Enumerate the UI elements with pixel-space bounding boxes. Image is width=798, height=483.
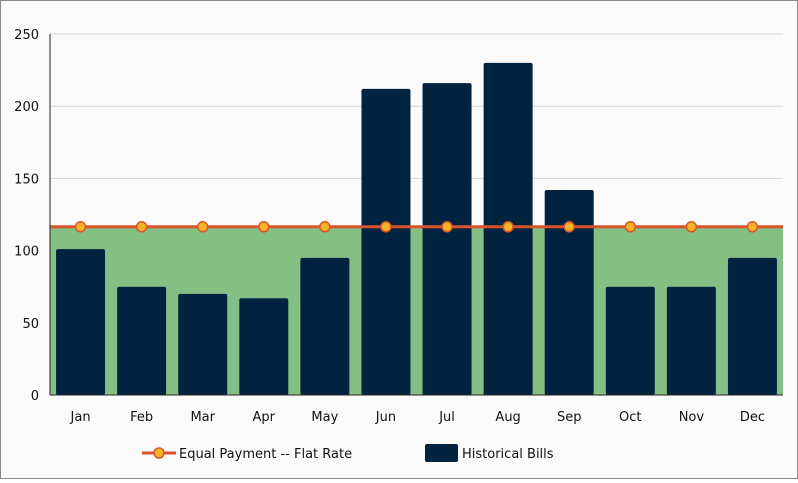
bar-apr[interactable]	[239, 298, 289, 395]
legend: Equal Payment -- Flat Rate Historical Bi…	[142, 444, 554, 462]
flat-rate-point-may[interactable]	[319, 221, 331, 233]
bar-sep[interactable]	[544, 189, 594, 395]
x-tick-label-jan: Jan	[70, 410, 91, 425]
legend-item-historical-bills[interactable]: Historical Bills	[425, 444, 554, 462]
flat-rate-point-dec[interactable]	[746, 221, 759, 233]
x-tick-label-nov: Nov	[679, 410, 705, 425]
flat-rate-point-nov[interactable]	[685, 221, 698, 233]
bar-nov[interactable]	[666, 286, 716, 395]
bar-may[interactable]	[300, 257, 350, 395]
flat-rate-point-jul[interactable]	[441, 221, 453, 233]
flat-rate-point-jan[interactable]	[74, 221, 87, 233]
x-tick-label-jun: Jun	[375, 410, 396, 425]
legend-item-flat-rate[interactable]: Equal Payment -- Flat Rate	[142, 447, 352, 462]
y-tick-label: 50	[22, 317, 39, 332]
flat-rate-point-mar[interactable]	[196, 221, 209, 233]
x-tick-label-mar: Mar	[190, 410, 215, 425]
flat-rate-point-oct[interactable]	[624, 221, 637, 233]
bar-oct[interactable]	[605, 286, 655, 395]
y-tick-label: 100	[14, 245, 39, 260]
flat-rate-point-jun[interactable]	[380, 221, 392, 233]
x-tick-label-apr: Apr	[253, 410, 276, 425]
flat-rate-point-sep[interactable]	[563, 221, 575, 233]
x-tick-label-sep: Sep	[557, 410, 582, 425]
flat-rate-markers	[74, 221, 759, 233]
legend-label-historical-bills: Historical Bills	[462, 447, 554, 462]
flat-rate-point-apr[interactable]	[258, 221, 270, 233]
bar-feb[interactable]	[117, 286, 167, 395]
legend-bar-swatch	[425, 444, 458, 462]
flat-rate-point-aug[interactable]	[502, 221, 514, 233]
y-tick-label: 150	[14, 172, 39, 187]
bar-jun[interactable]	[361, 88, 411, 395]
bar-jul[interactable]	[422, 83, 472, 395]
x-tick-label-jul: Jul	[438, 410, 455, 425]
y-tick-labels: 0 50 100 150 200 250	[14, 28, 39, 404]
flat-rate-area-fill	[50, 226, 783, 395]
y-tick-label: 200	[14, 100, 39, 115]
bar-dec[interactable]	[727, 257, 777, 395]
bar-jan[interactable]	[56, 249, 106, 395]
x-tick-label-aug: Aug	[495, 410, 520, 425]
bar-mar[interactable]	[178, 293, 228, 395]
x-tick-labels: Jan Feb Mar Apr May Jun Jul Aug Sep Oct Nov Dec	[70, 410, 766, 425]
x-tick-label-oct: Oct	[619, 410, 641, 425]
legend-marker-swatch	[153, 447, 165, 459]
y-tick-label: 0	[31, 389, 39, 404]
legend-label-flat-rate: Equal Payment -- Flat Rate	[179, 447, 352, 462]
x-tick-label-may: May	[311, 410, 338, 425]
y-tick-label: 250	[14, 28, 39, 43]
x-tick-label-feb: Feb	[130, 410, 153, 425]
flat-rate-point-feb[interactable]	[135, 221, 148, 233]
x-tick-label-dec: Dec	[740, 410, 765, 425]
bars-group	[56, 62, 777, 395]
